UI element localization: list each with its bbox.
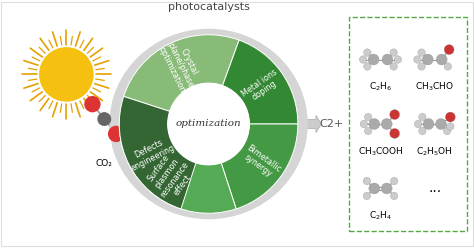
Circle shape (359, 56, 367, 63)
Text: CO₂: CO₂ (96, 159, 113, 168)
Circle shape (446, 112, 456, 122)
Circle shape (364, 63, 371, 70)
Text: $\mathregular{C_2H_6}$: $\mathregular{C_2H_6}$ (369, 81, 392, 93)
Text: Defects
engineering: Defects engineering (125, 134, 176, 173)
Circle shape (368, 54, 379, 65)
Circle shape (381, 119, 392, 129)
Text: photocatalysts: photocatalysts (168, 2, 249, 12)
Circle shape (168, 83, 249, 165)
Circle shape (414, 56, 421, 63)
Text: C2+: C2+ (319, 119, 344, 129)
Circle shape (394, 56, 401, 63)
Circle shape (447, 123, 454, 130)
Circle shape (382, 54, 393, 65)
Ellipse shape (109, 29, 308, 219)
Wedge shape (119, 96, 196, 209)
Circle shape (418, 63, 425, 70)
Text: ...: ... (428, 182, 441, 195)
Circle shape (391, 192, 398, 200)
Wedge shape (223, 40, 298, 124)
Text: Bimetallic
synergy: Bimetallic synergy (239, 143, 283, 182)
Circle shape (390, 128, 400, 138)
Circle shape (390, 49, 397, 56)
Text: Metal ions
doping: Metal ions doping (240, 67, 284, 106)
Circle shape (436, 54, 447, 65)
Circle shape (84, 96, 100, 112)
Circle shape (39, 47, 94, 102)
FancyArrow shape (126, 115, 156, 133)
Circle shape (443, 127, 451, 135)
Circle shape (365, 113, 372, 121)
Circle shape (414, 120, 422, 128)
Text: $\mathregular{CH_3CHO}$: $\mathregular{CH_3CHO}$ (415, 81, 454, 93)
Wedge shape (119, 124, 236, 213)
Circle shape (97, 112, 111, 126)
Circle shape (391, 177, 398, 185)
Circle shape (444, 45, 454, 55)
Text: Surface
plasmon
resonance
effect: Surface plasmon resonance effect (143, 149, 198, 205)
Circle shape (390, 63, 397, 70)
Circle shape (418, 49, 425, 56)
Circle shape (369, 119, 380, 129)
Bar (349, 17, 466, 231)
Circle shape (363, 177, 371, 185)
Text: $\mathregular{C_2H_5OH}$: $\mathregular{C_2H_5OH}$ (416, 145, 453, 157)
Circle shape (365, 127, 372, 135)
Circle shape (419, 113, 426, 121)
Circle shape (390, 110, 400, 120)
Text: Crystal
plane/phase
optimization: Crystal plane/phase optimization (156, 37, 204, 94)
Text: optimization: optimization (176, 120, 241, 128)
FancyArrow shape (301, 115, 321, 133)
Wedge shape (124, 35, 239, 111)
Circle shape (360, 120, 368, 128)
Circle shape (381, 183, 392, 194)
Circle shape (369, 183, 380, 194)
Circle shape (436, 119, 447, 129)
Circle shape (364, 49, 371, 56)
Circle shape (108, 126, 124, 142)
Circle shape (419, 127, 426, 135)
Circle shape (423, 119, 434, 129)
Circle shape (444, 63, 452, 70)
Circle shape (363, 192, 371, 200)
Circle shape (422, 54, 433, 65)
Wedge shape (221, 124, 298, 209)
Text: $\mathregular{CH_3COOH}$: $\mathregular{CH_3COOH}$ (358, 145, 403, 157)
Text: $\mathregular{C_2H_4}$: $\mathregular{C_2H_4}$ (369, 210, 392, 222)
